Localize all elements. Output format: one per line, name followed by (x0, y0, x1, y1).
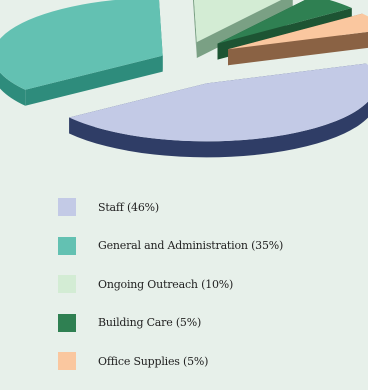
chart: Staff (46%) General and Administration (3… (0, 0, 368, 370)
pie-slice-side (0, 72, 26, 106)
pie-chart (0, 0, 368, 158)
legend-label: Building Care (5%) (98, 316, 202, 329)
legend-swatch (58, 275, 76, 293)
legend-label: Ongoing Outreach (10%) (98, 277, 234, 291)
pie-slice-wall (228, 31, 368, 66)
pie-slice (0, 0, 163, 106)
pie-slice-side (69, 101, 368, 158)
legend-swatch (58, 352, 76, 370)
pie-slice-top (228, 13, 368, 50)
legend-item: Ongoing Outreach (10%) (58, 274, 283, 294)
pie-slice-top (0, 0, 163, 90)
legend-item: Building Care (5%) (58, 313, 283, 333)
pie-slice (69, 63, 368, 158)
legend-swatch (58, 313, 76, 332)
legend-swatch (58, 198, 76, 216)
pie-slice-top (217, 0, 352, 44)
legend-item: Staff (46%) (58, 197, 283, 217)
pie-slice (228, 13, 368, 66)
pie-slice-wall (25, 55, 163, 106)
legend-swatch (58, 236, 76, 255)
legend-label: General and Administration (35%) (98, 239, 284, 252)
legend: Staff (46%) General and Administration (3… (58, 197, 283, 390)
pie-slice-wall (192, 0, 197, 58)
legend-label: Staff (46%) (98, 200, 159, 214)
pie-slice-top (194, 0, 281, 42)
pie-slice-top (69, 63, 368, 142)
legend-item: Office Supplies (5%) (58, 351, 283, 371)
legend-label: Office Supplies (5%) (98, 354, 209, 368)
legend-item: General and Administration (35%) (58, 236, 283, 256)
